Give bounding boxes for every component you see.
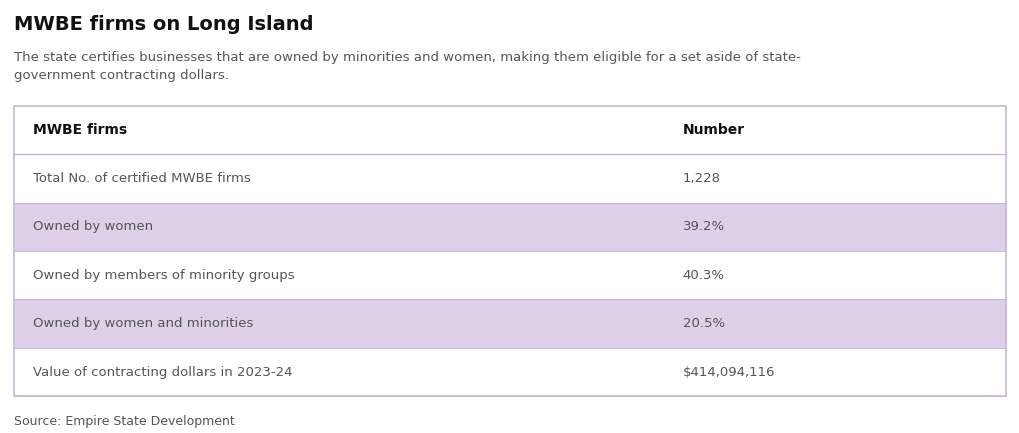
Text: Number: Number [682, 123, 744, 137]
Text: MWBE firms: MWBE firms [33, 123, 126, 137]
Text: Value of contracting dollars in 2023-24: Value of contracting dollars in 2023-24 [33, 365, 291, 378]
Text: MWBE firms on Long Island: MWBE firms on Long Island [14, 15, 314, 34]
Text: 40.3%: 40.3% [682, 269, 725, 282]
Text: Source: Empire State Development: Source: Empire State Development [14, 415, 234, 428]
Text: Owned by women: Owned by women [33, 220, 153, 233]
Text: 1,228: 1,228 [682, 172, 720, 185]
Text: $414,094,116: $414,094,116 [682, 365, 774, 378]
Text: Owned by members of minority groups: Owned by members of minority groups [33, 269, 293, 282]
Text: Total No. of certified MWBE firms: Total No. of certified MWBE firms [33, 172, 250, 185]
Text: 39.2%: 39.2% [682, 220, 725, 233]
Text: Owned by women and minorities: Owned by women and minorities [33, 317, 253, 330]
Text: The state certifies businesses that are owned by minorities and women, making th: The state certifies businesses that are … [14, 51, 800, 81]
Text: 20.5%: 20.5% [682, 317, 725, 330]
